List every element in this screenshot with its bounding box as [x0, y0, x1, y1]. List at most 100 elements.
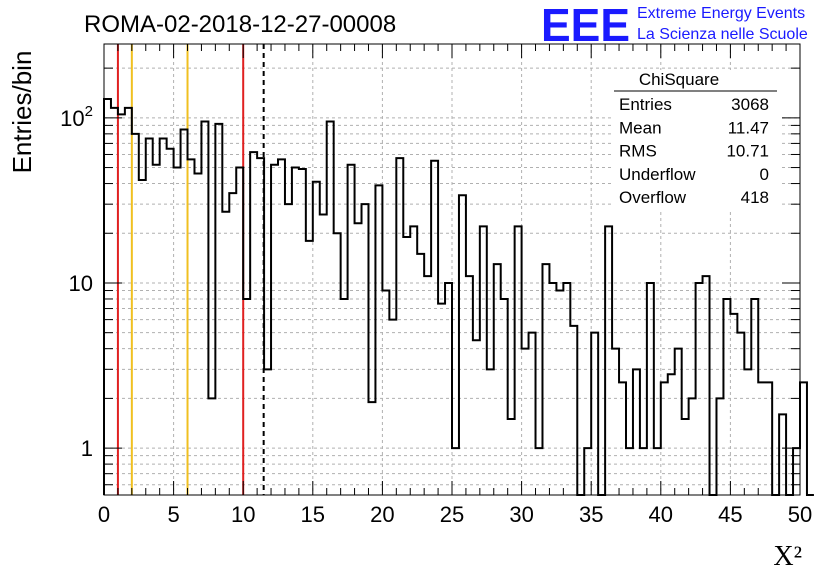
histogram-bin [278, 159, 285, 495]
histogram-bin [675, 349, 682, 495]
histogram-bin [689, 398, 696, 495]
histogram-bin [285, 204, 292, 495]
histogram-bin [793, 448, 800, 495]
histogram-bin [612, 349, 619, 495]
histogram-bin [501, 299, 508, 495]
logo-mark: EEE [541, 0, 630, 51]
logo-line-2: La Scienza nelle Scuole [637, 26, 808, 43]
histogram-bin [661, 382, 668, 495]
histogram-bin [765, 382, 772, 495]
histogram-bin [779, 414, 786, 495]
histogram-bin [508, 419, 515, 495]
y-tick-label: 1 [81, 436, 93, 461]
histogram-bin [647, 283, 654, 495]
stats-rows: Entries 3068 Mean 11.47 RMS 10.71 Underflow 0 Ov… [619, 95, 769, 207]
histogram-bin [250, 152, 257, 495]
histogram-bin [306, 241, 313, 495]
histogram-bin [445, 283, 452, 495]
histogram-bin [730, 314, 737, 495]
histogram-bin [737, 333, 744, 495]
logo-line-1: Extreme Energy Events [637, 5, 805, 22]
histogram-bin [243, 299, 250, 495]
histogram-bin [271, 165, 278, 495]
histogram-bin [229, 193, 236, 495]
histogram-bin [570, 326, 577, 495]
histogram-bin [389, 320, 396, 495]
x-tick-label: 50 [788, 502, 812, 527]
x-tick-label: 20 [370, 502, 394, 527]
histogram-bin [181, 129, 188, 495]
histogram-bin [410, 226, 417, 495]
tick-labels: 0 5 10 15 20 25 30 35 40 45 50 1 10 102 [60, 103, 812, 527]
histogram-bin [633, 369, 640, 495]
histogram-bin [125, 108, 132, 495]
x-axis-label: X² [773, 541, 802, 572]
histogram-bin [355, 223, 362, 495]
histogram-bin [529, 333, 536, 495]
y-axis-label: Entries/bin [7, 51, 37, 174]
histogram-bin [452, 448, 459, 495]
x-tick-label: 25 [440, 502, 464, 527]
histogram-bin [682, 419, 689, 495]
histogram-bin [160, 138, 167, 495]
stats-row-label: Underflow [619, 165, 696, 184]
x-tick-label: 15 [301, 502, 325, 527]
histogram-bin [188, 159, 195, 495]
histogram-bin [396, 158, 403, 495]
eee-logo: EEE Extreme Energy Events La Scienza nel… [541, 0, 808, 51]
histogram-bin [118, 114, 125, 495]
histogram-bin [132, 134, 139, 495]
histogram-bin [758, 382, 765, 495]
histogram-bin [292, 168, 299, 495]
histogram-bin [299, 169, 306, 495]
histogram-bin [619, 382, 626, 495]
histogram-bin [146, 138, 153, 495]
histogram-bin [744, 369, 751, 495]
stats-row-value: 11.47 [728, 118, 769, 137]
histogram-bin [208, 398, 215, 495]
histogram-bin [487, 369, 494, 495]
stats-title: ChiSquare [639, 70, 719, 89]
stats-row-value: 0 [760, 165, 769, 184]
histogram-bin [348, 165, 355, 495]
histogram-bin [153, 165, 160, 495]
x-tick-label: 30 [509, 502, 533, 527]
histogram-bin [111, 108, 118, 495]
stats-box: ChiSquare Entries 3068 Mean 11.47 RMS 10.71 Un… [611, 70, 779, 210]
histogram-bin [215, 124, 222, 495]
x-tick-label: 40 [649, 502, 673, 527]
histogram-bin [563, 283, 570, 495]
stats-row-label: RMS [619, 142, 657, 161]
histogram-bin [605, 226, 612, 495]
histogram-bin [549, 283, 556, 495]
x-tick-label: 45 [718, 502, 742, 527]
histogram-bin [320, 214, 327, 495]
histogram-bin [473, 340, 480, 495]
histogram-bin [264, 369, 271, 495]
histogram-bin [626, 448, 633, 495]
histogram-bin [591, 333, 598, 495]
histogram-bin [723, 299, 730, 495]
histogram-bin [640, 448, 647, 495]
histogram-bin [654, 448, 661, 495]
histogram-bin [236, 168, 243, 495]
histogram-bin [341, 299, 348, 495]
y-tick-label: 102 [60, 103, 93, 131]
histogram-bin [696, 283, 703, 495]
histogram-bin [104, 99, 111, 495]
histogram-bin [403, 237, 410, 495]
histogram-bin [716, 398, 723, 495]
stats-row-label: Mean [619, 118, 662, 137]
stats-box-frame [611, 70, 779, 210]
histogram-bin [480, 226, 487, 495]
reference-lines [116, 44, 265, 495]
histogram-bin [222, 212, 229, 495]
stats-row-value: 10.71 [726, 142, 769, 161]
stats-row-value: 3068 [731, 95, 769, 114]
histogram-bin [536, 448, 543, 495]
axes [103, 43, 801, 496]
histogram-bin [194, 174, 201, 495]
histogram-bin [167, 149, 174, 495]
stats-row-label: Entries [619, 95, 672, 114]
